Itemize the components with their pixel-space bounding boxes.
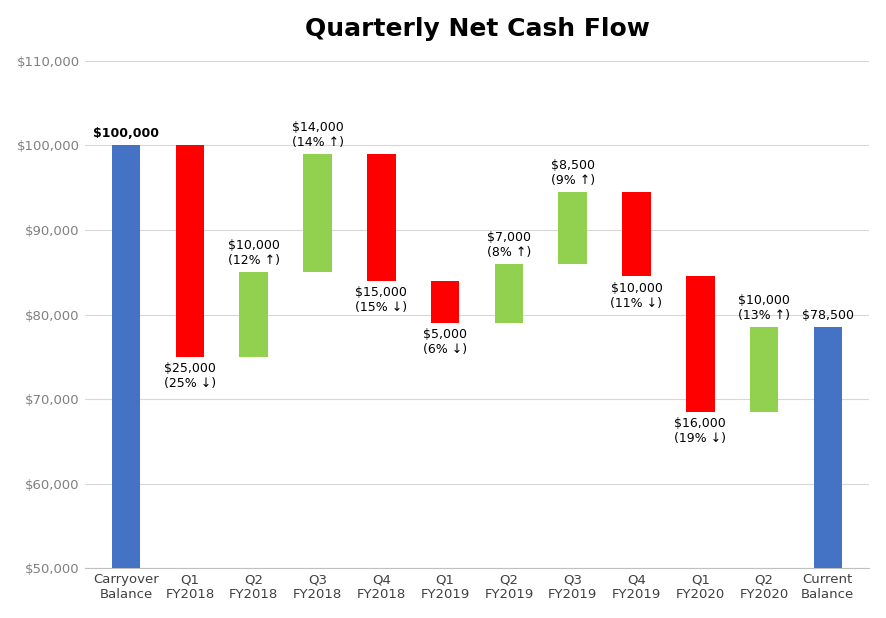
Bar [494, 264, 524, 323]
Text: $10,000
(11% ↓): $10,000 (11% ↓) [610, 282, 663, 310]
Text: $5,000
(6% ↓): $5,000 (6% ↓) [423, 328, 467, 356]
Bar [558, 192, 587, 264]
Title: Quarterly Net Cash Flow: Quarterly Net Cash Flow [305, 17, 649, 41]
Bar [175, 145, 205, 357]
Bar [239, 273, 268, 357]
Bar [303, 154, 332, 273]
Bar [112, 145, 141, 569]
Text: $14,000
(14% ↑): $14,000 (14% ↑) [291, 121, 344, 149]
Text: $10,000
(12% ↑): $10,000 (12% ↑) [228, 239, 280, 267]
Bar [622, 192, 651, 276]
Text: $78,500: $78,500 [802, 309, 854, 322]
Bar [813, 328, 843, 569]
Text: $7,000
(8% ↑): $7,000 (8% ↑) [486, 231, 531, 259]
Bar [686, 276, 715, 412]
Text: $15,000
(15% ↓): $15,000 (15% ↓) [355, 286, 408, 314]
Text: $8,500
(9% ↑): $8,500 (9% ↑) [550, 159, 595, 187]
Text: $25,000
(25% ↓): $25,000 (25% ↓) [164, 362, 216, 390]
Text: $100,000: $100,000 [93, 127, 159, 140]
Bar [431, 281, 460, 323]
Text: $10,000
(13% ↑): $10,000 (13% ↑) [738, 294, 790, 322]
Bar [367, 154, 396, 281]
Text: $16,000
(19% ↓): $16,000 (19% ↓) [674, 417, 727, 445]
Bar [750, 328, 779, 412]
